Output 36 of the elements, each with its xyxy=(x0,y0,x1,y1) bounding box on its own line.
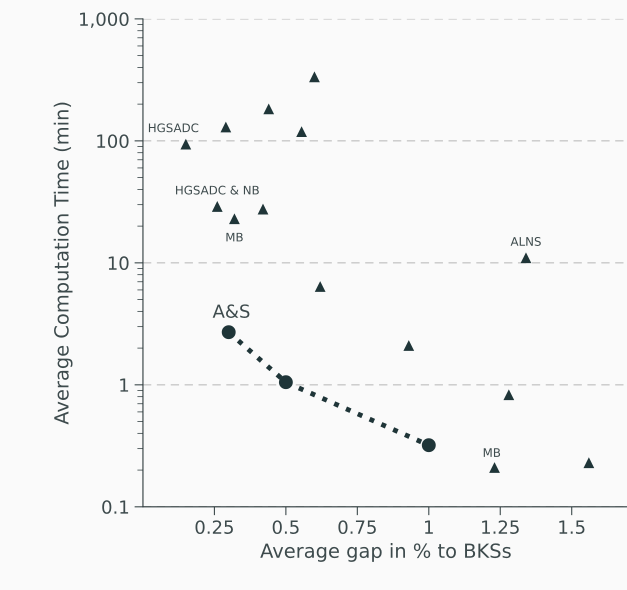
annotation: ALNS xyxy=(510,237,541,246)
y-tick-label: 1 xyxy=(120,378,128,392)
y-tick-label: 0.1 xyxy=(102,500,128,514)
point xyxy=(309,71,320,82)
point xyxy=(180,138,192,150)
point xyxy=(583,457,594,468)
x-axis-title: Average gap in % to BKSs xyxy=(260,543,511,562)
annotation: MB xyxy=(484,448,500,457)
x-tick-label: 1.25 xyxy=(482,520,519,534)
point xyxy=(258,204,268,214)
x-tick-label: 0.75 xyxy=(338,520,376,534)
y-tick-label: 100 xyxy=(97,134,129,148)
point xyxy=(278,375,293,390)
annotation: A&S xyxy=(212,304,250,318)
point xyxy=(296,126,307,138)
x-tick-label: 1 xyxy=(425,520,433,534)
y-axis-title: Average Computation Time (min) xyxy=(54,102,73,425)
point xyxy=(222,325,236,340)
point xyxy=(489,462,500,473)
point xyxy=(212,201,223,212)
point xyxy=(229,213,240,224)
point xyxy=(263,103,274,114)
point xyxy=(520,252,532,264)
x-tick-label: 0.5 xyxy=(272,520,299,534)
annotation: MB xyxy=(226,232,243,242)
point xyxy=(503,389,514,400)
annotation: HGSADC xyxy=(148,123,198,132)
point xyxy=(314,281,326,292)
point xyxy=(422,438,436,452)
y-tick-label: 10 xyxy=(108,256,129,270)
point xyxy=(220,122,232,132)
y-tick-label: 1,000 xyxy=(80,12,129,28)
annotation: HGSADC & NB xyxy=(176,186,259,195)
x-tick-label: 1.5 xyxy=(559,520,584,534)
point xyxy=(403,340,414,351)
x-tick-label: 0.25 xyxy=(196,520,233,534)
